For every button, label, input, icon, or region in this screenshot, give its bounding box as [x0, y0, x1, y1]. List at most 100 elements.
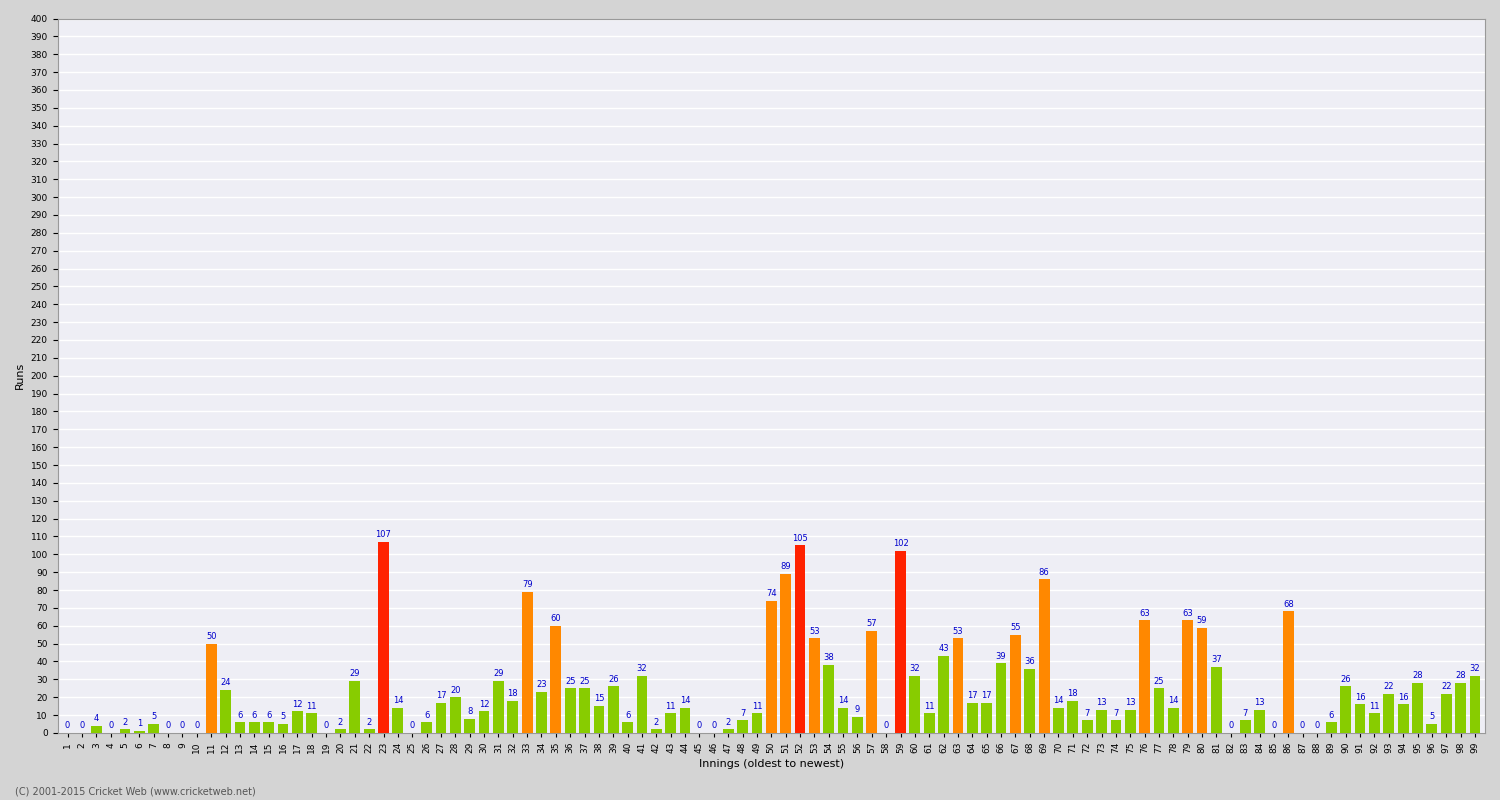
Bar: [924, 714, 934, 733]
Bar: [1370, 714, 1380, 733]
Text: 0: 0: [1272, 722, 1276, 730]
Text: 6: 6: [626, 710, 630, 719]
Text: 23: 23: [536, 680, 548, 689]
Bar: [996, 663, 1006, 733]
Text: 0: 0: [1300, 722, 1305, 730]
Bar: [306, 714, 316, 733]
Bar: [148, 724, 159, 733]
Bar: [494, 681, 504, 733]
Text: 68: 68: [1282, 600, 1293, 609]
Bar: [364, 730, 375, 733]
Text: 17: 17: [435, 691, 447, 700]
Text: 7: 7: [1084, 709, 1090, 718]
Text: 25: 25: [579, 677, 590, 686]
Y-axis label: Runs: Runs: [15, 362, 26, 390]
Bar: [1053, 708, 1064, 733]
Text: 15: 15: [594, 694, 604, 703]
Bar: [1140, 620, 1150, 733]
Bar: [465, 718, 476, 733]
Text: 7: 7: [1242, 709, 1248, 718]
Text: 0: 0: [64, 722, 70, 730]
Text: 16: 16: [1354, 693, 1365, 702]
Bar: [608, 686, 618, 733]
Bar: [1110, 721, 1122, 733]
Bar: [1082, 721, 1092, 733]
Bar: [550, 626, 561, 733]
Bar: [636, 676, 648, 733]
Bar: [350, 681, 360, 733]
Bar: [507, 701, 518, 733]
Bar: [1024, 669, 1035, 733]
X-axis label: Innings (oldest to newest): Innings (oldest to newest): [699, 759, 844, 769]
Bar: [1125, 710, 1136, 733]
Text: 11: 11: [924, 702, 934, 710]
Bar: [1442, 694, 1452, 733]
Text: 26: 26: [1341, 675, 1352, 684]
Text: 0: 0: [108, 722, 114, 730]
Bar: [651, 730, 662, 733]
Text: 17: 17: [968, 691, 978, 700]
Text: 12: 12: [292, 700, 303, 709]
Bar: [968, 702, 978, 733]
Bar: [220, 690, 231, 733]
Text: 13: 13: [1096, 698, 1107, 707]
Text: 59: 59: [1197, 616, 1208, 625]
Text: 50: 50: [206, 632, 216, 641]
Text: 17: 17: [981, 691, 992, 700]
Bar: [536, 692, 548, 733]
Bar: [1197, 627, 1208, 733]
Text: 63: 63: [1140, 609, 1150, 618]
Bar: [952, 638, 963, 733]
Text: 6: 6: [266, 710, 272, 719]
Text: 28: 28: [1455, 671, 1466, 680]
Text: 14: 14: [393, 696, 404, 706]
Bar: [292, 711, 303, 733]
Text: 2: 2: [726, 718, 730, 726]
Text: 0: 0: [324, 722, 328, 730]
Text: 2: 2: [654, 718, 658, 726]
Text: 0: 0: [410, 722, 416, 730]
Text: 32: 32: [1470, 664, 1480, 673]
Bar: [435, 702, 447, 733]
Text: 22: 22: [1442, 682, 1452, 691]
Text: 102: 102: [892, 539, 909, 548]
Text: 18: 18: [507, 689, 518, 698]
Bar: [1168, 708, 1179, 733]
Text: 36: 36: [1024, 657, 1035, 666]
Bar: [1412, 683, 1424, 733]
Bar: [981, 702, 992, 733]
Text: 28: 28: [1412, 671, 1424, 680]
Text: 39: 39: [996, 651, 1006, 661]
Bar: [120, 730, 130, 733]
Bar: [1182, 620, 1192, 733]
Bar: [334, 730, 346, 733]
Text: 57: 57: [867, 619, 877, 629]
Text: 12: 12: [478, 700, 489, 709]
Bar: [262, 722, 274, 733]
Text: 11: 11: [306, 702, 316, 710]
Text: 0: 0: [80, 722, 84, 730]
Bar: [752, 714, 762, 733]
Text: 32: 32: [909, 664, 920, 673]
Text: 6: 6: [424, 710, 429, 719]
Bar: [795, 546, 806, 733]
Text: 13: 13: [1125, 698, 1136, 707]
Text: 38: 38: [824, 654, 834, 662]
Text: 24: 24: [220, 678, 231, 687]
Bar: [278, 724, 288, 733]
Bar: [450, 697, 460, 733]
Text: 5: 5: [280, 712, 285, 722]
Text: 22: 22: [1383, 682, 1394, 691]
Text: 14: 14: [680, 696, 690, 706]
Bar: [378, 542, 388, 733]
Bar: [594, 706, 604, 733]
Text: 0: 0: [194, 722, 200, 730]
Bar: [938, 656, 950, 733]
Bar: [852, 717, 862, 733]
Text: 6: 6: [1329, 710, 1334, 719]
Text: 37: 37: [1210, 655, 1222, 664]
Text: 0: 0: [711, 722, 717, 730]
Bar: [766, 601, 777, 733]
Bar: [579, 688, 590, 733]
Bar: [1470, 676, 1480, 733]
